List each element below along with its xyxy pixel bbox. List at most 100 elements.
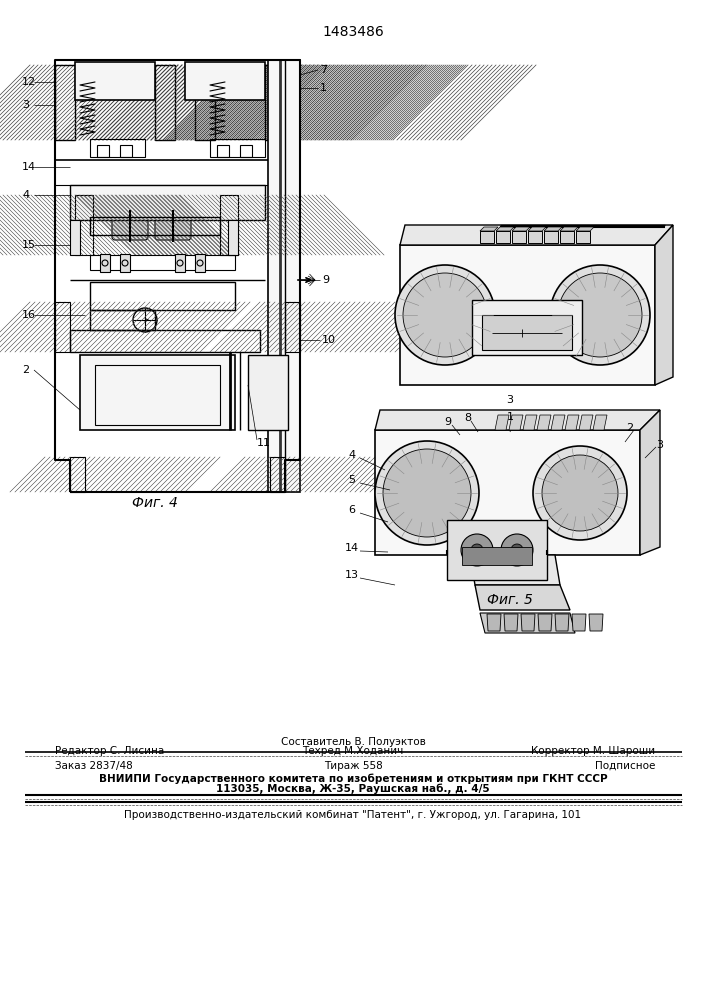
Text: 11: 11 — [257, 438, 271, 448]
Bar — [90, 139, 145, 157]
Text: 12: 12 — [22, 77, 36, 87]
Text: Редактор С. Лисина: Редактор С. Лисина — [55, 746, 164, 756]
Bar — [185, 62, 265, 100]
Bar — [228, 220, 238, 255]
Polygon shape — [504, 614, 518, 631]
Text: 1483486: 1483486 — [322, 25, 384, 39]
Bar — [576, 231, 590, 243]
Text: Фиг. 5: Фиг. 5 — [487, 593, 533, 607]
Text: 14: 14 — [22, 162, 36, 172]
Text: 1: 1 — [320, 83, 327, 93]
Polygon shape — [480, 613, 575, 633]
Bar — [120, 254, 130, 272]
Text: Производственно-издательский комбинат "Патент", г. Ужгород, ул. Гагарина, 101: Производственно-издательский комбинат "П… — [124, 810, 582, 820]
Bar — [544, 231, 558, 243]
Text: Техред М.Ходанич: Техред М.Ходанич — [303, 746, 404, 756]
Bar — [195, 65, 215, 140]
Polygon shape — [537, 415, 551, 430]
Circle shape — [558, 273, 642, 357]
Text: 13: 13 — [345, 570, 359, 580]
Bar — [80, 355, 235, 430]
Text: 5: 5 — [349, 475, 356, 485]
Bar — [472, 300, 582, 355]
Circle shape — [395, 265, 495, 365]
Text: 1: 1 — [506, 412, 513, 422]
Bar — [375, 430, 640, 555]
Bar — [90, 217, 220, 235]
Text: 2: 2 — [626, 423, 633, 433]
FancyBboxPatch shape — [155, 212, 191, 240]
Bar — [95, 365, 220, 425]
Text: Фиг. 4: Фиг. 4 — [132, 496, 178, 510]
Bar — [268, 60, 300, 492]
Polygon shape — [589, 614, 603, 631]
Bar — [528, 231, 542, 243]
Bar — [90, 310, 155, 330]
Bar — [100, 254, 110, 272]
Polygon shape — [509, 415, 523, 430]
Bar — [560, 231, 574, 243]
Text: 14: 14 — [345, 543, 359, 553]
Bar — [120, 145, 132, 157]
Bar — [240, 145, 252, 157]
Bar — [55, 302, 70, 352]
Bar — [210, 139, 265, 157]
Bar — [480, 231, 494, 243]
Bar — [285, 302, 300, 352]
Circle shape — [501, 534, 533, 566]
Text: 3: 3 — [22, 100, 29, 110]
Bar — [75, 62, 155, 100]
Bar — [270, 457, 285, 492]
Text: 4: 4 — [349, 450, 356, 460]
Bar — [195, 254, 205, 272]
Text: 113035, Москва, Ж-35, Раушская наб., д. 4/5: 113035, Москва, Ж-35, Раушская наб., д. … — [216, 784, 490, 794]
Bar — [70, 185, 265, 220]
Polygon shape — [521, 614, 535, 631]
Bar — [75, 195, 93, 255]
Polygon shape — [576, 227, 594, 231]
Bar — [75, 195, 93, 255]
Bar — [70, 330, 260, 352]
Polygon shape — [579, 415, 593, 430]
Bar — [90, 282, 235, 310]
Text: 3: 3 — [506, 395, 513, 405]
Text: 16: 16 — [22, 310, 36, 320]
Circle shape — [542, 455, 618, 531]
Polygon shape — [538, 614, 552, 631]
Polygon shape — [475, 585, 570, 610]
Bar — [265, 65, 285, 140]
Polygon shape — [560, 227, 578, 231]
Circle shape — [550, 265, 650, 365]
Bar — [90, 255, 235, 270]
Bar — [285, 302, 300, 352]
Bar — [462, 547, 532, 565]
Polygon shape — [495, 415, 509, 430]
Bar — [482, 315, 572, 350]
Circle shape — [383, 449, 471, 537]
Bar — [512, 231, 526, 243]
Text: ВНИИПИ Государственного комитета по изобретениям и открытиям при ГКНТ СССР: ВНИИПИ Государственного комитета по изоб… — [99, 774, 607, 784]
FancyBboxPatch shape — [112, 212, 148, 240]
Bar — [217, 145, 229, 157]
Text: 9: 9 — [322, 275, 329, 285]
Polygon shape — [655, 225, 673, 385]
Bar — [220, 195, 238, 255]
Text: 15: 15 — [22, 240, 36, 250]
Bar — [55, 65, 75, 140]
Polygon shape — [593, 415, 607, 430]
Bar — [155, 65, 175, 140]
Bar — [70, 457, 85, 492]
Text: Составитель В. Полуэктов: Составитель В. Полуэктов — [281, 737, 426, 747]
Text: 10: 10 — [322, 335, 336, 345]
Circle shape — [403, 273, 487, 357]
Bar — [220, 195, 238, 255]
Text: 3: 3 — [657, 440, 663, 450]
Bar — [175, 254, 185, 272]
Polygon shape — [375, 410, 660, 430]
Circle shape — [375, 441, 479, 545]
Polygon shape — [565, 415, 579, 430]
Text: 9: 9 — [445, 417, 452, 427]
Bar — [70, 220, 80, 255]
Bar — [400, 245, 655, 385]
Bar — [55, 302, 70, 352]
